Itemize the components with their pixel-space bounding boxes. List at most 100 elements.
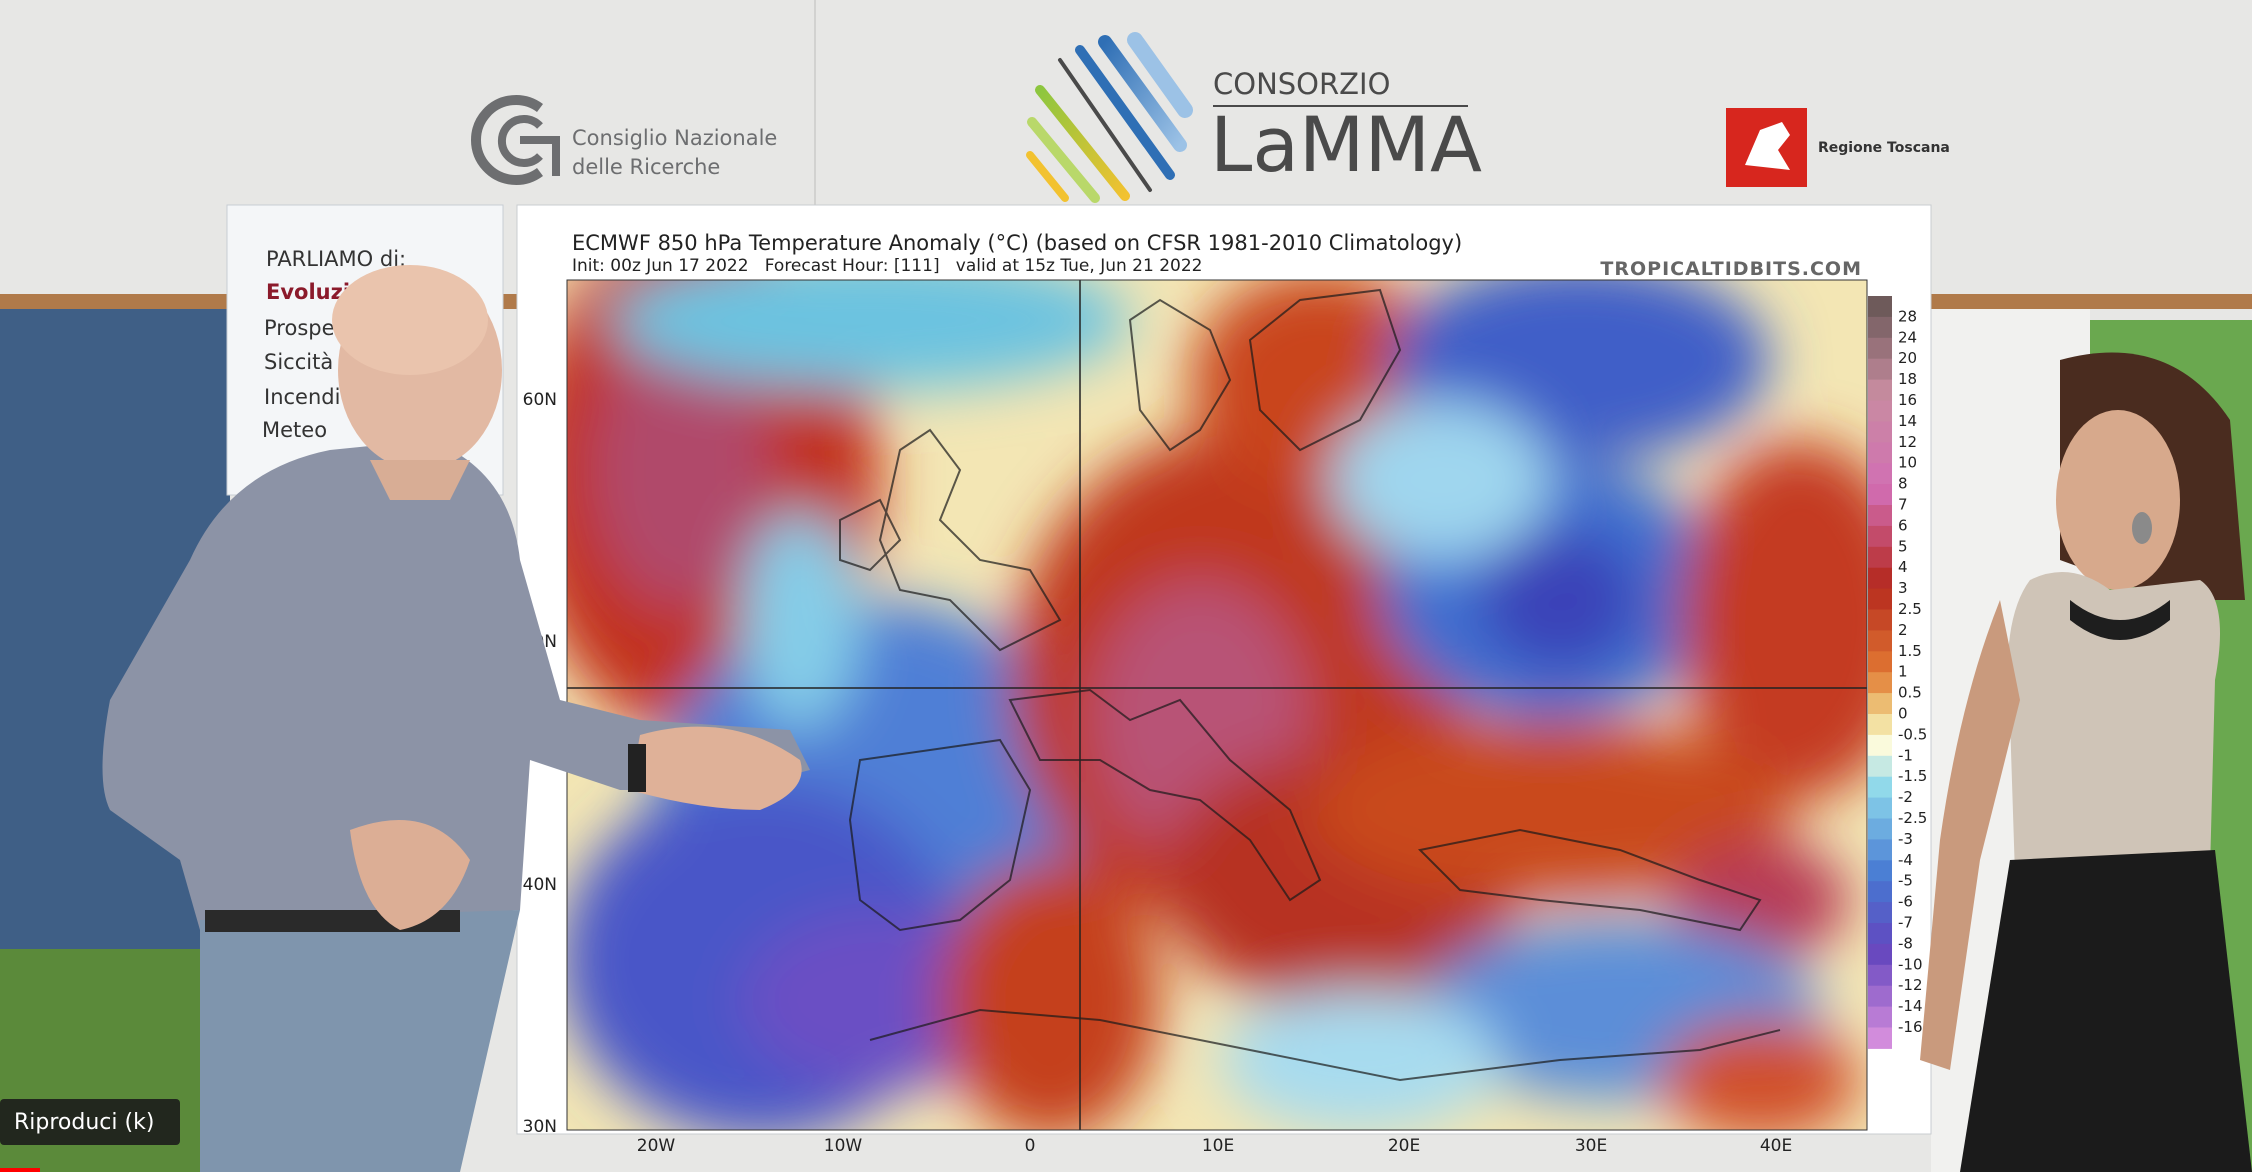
lamma-logo [1026,32,1193,203]
colorbar: 28 24 20 18 16 14 12 10 8 7 6 5 4 3 2.5 2 1.5 1 0.5 0 -0.5 -1… [1868,296,1927,1049]
colorbar-segment [1868,379,1892,401]
panel-item: Siccità [264,350,333,374]
colorbar-label: 4 [1898,558,1908,576]
lon-label: 10E [1202,1136,1234,1156]
colorbar-segment [1868,797,1892,819]
region-emblem [1745,122,1790,170]
lamma-consorzio: CONSORZIO [1213,67,1390,101]
colorbar-segment [1868,463,1892,485]
colorbar-segment [1868,358,1892,381]
colorbar-label: -3 [1898,830,1913,848]
colorbar-segment [1868,609,1892,631]
lamma-name: LaMMA [1210,100,1482,189]
progress-bar [0,1168,40,1172]
colorbar-label: 10 [1898,454,1917,472]
lon-label: 0 [1025,1136,1036,1156]
lon-label: 20W [637,1136,676,1156]
colorbar-label: -1.5 [1898,767,1927,785]
colorbar-label: 12 [1898,433,1917,451]
colorbar-label: -7 [1898,914,1913,932]
colorbar-label: 1.5 [1898,642,1922,660]
colorbar-segment [1868,400,1892,422]
colorbar-label: 5 [1898,537,1908,555]
colorbar-segment [1868,923,1892,945]
colorbar-segment [1868,693,1892,715]
colorbar-label: 18 [1898,370,1917,388]
lat-label: 30N [523,1117,557,1137]
colorbar-segment [1868,525,1892,548]
cnr-text: delle Ricerche [572,155,720,179]
colorbar-label: 2 [1898,621,1908,639]
colorbar-segment [1868,714,1892,736]
lon-label: 20E [1388,1136,1420,1156]
colorbar-label: -16 [1898,1018,1923,1036]
colorbar-label: -12 [1898,976,1923,994]
colorbar-segment [1868,881,1892,903]
coastlines [839,288,1781,1082]
colorbar-label: 0.5 [1898,684,1922,702]
colorbar-segment [1868,651,1892,673]
region-text: Regione Toscana [1818,140,1950,156]
presenter-woman [1920,352,2252,1172]
colorbar-label: 28 [1898,307,1917,325]
colorbar-label: 8 [1898,475,1908,493]
tooltip [0,1099,180,1145]
lat-label: 60N [523,390,557,410]
map-title: ECMWF 850 hPa Temperature Anomaly (°C) (… [572,231,1462,255]
colorbar-label: 14 [1898,412,1917,430]
colorbar-segment [1868,484,1892,506]
colorbar-segment [1868,964,1892,987]
colorbar-label: -14 [1898,997,1923,1015]
colorbar-segment [1868,316,1892,339]
colorbar-label: 2.5 [1898,600,1922,618]
cnr-logo [471,95,560,185]
lat-label: 40N [523,875,557,895]
colorbar-label: 24 [1898,328,1917,346]
colorbar-label: 3 [1898,579,1908,597]
colorbar-segment [1868,421,1892,443]
lon-label: 30E [1575,1136,1607,1156]
colorbar-segment [1868,755,1892,778]
colorbar-segment [1868,985,1892,1008]
colorbar-segment [1868,296,1892,318]
colorbar-segment [1868,776,1892,799]
lon-label: 10W [824,1136,863,1156]
colorbar-segment [1868,818,1892,840]
cnr-text: Consiglio Nazionale [572,126,777,150]
lon-label: 40E [1760,1136,1792,1156]
colorbar-label: -0.5 [1898,725,1927,743]
colorbar-label: 6 [1898,516,1908,534]
anomaly-map [567,280,1867,1130]
tooltip-text: Riproduci (k) [14,1110,154,1135]
colorbar-label: 16 [1898,391,1917,409]
colorbar-segment [1868,860,1892,882]
map-source: TROPICALTIDBITS.COM [1600,258,1862,280]
colorbar-segment [1868,672,1892,694]
panel-heading: PARLIAMO di: [266,247,406,271]
colorbar-segment [1868,546,1892,569]
colorbar-segment [1868,1027,1892,1049]
colorbar-label: -10 [1898,955,1923,973]
colorbar-label: -4 [1898,851,1913,869]
colorbar-segment [1868,839,1892,861]
colorbar-label: 0 [1898,705,1908,723]
colorbar-label: -1 [1898,746,1913,764]
colorbar-segment [1868,1006,1892,1028]
colorbar-segment [1868,442,1892,464]
colorbar-segment [1868,505,1892,527]
colorbar-segment [1868,567,1892,590]
colorbar-segment [1868,943,1892,966]
colorbar-label: -2 [1898,788,1913,806]
map-subtitle: Init: 00z Jun 17 2022 Forecast Hour: [11… [572,256,1202,276]
colorbar-label: -2.5 [1898,809,1927,827]
panel-item: Incendi [264,385,340,409]
colorbar-label: -8 [1898,934,1913,952]
presenter-man [102,265,810,1172]
colorbar-label: 20 [1898,349,1917,367]
colorbar-segment [1868,588,1892,610]
colorbar-label: -6 [1898,893,1913,911]
colorbar-label: 1 [1898,663,1908,681]
colorbar-segment [1868,902,1892,924]
panel-item: Meteo [262,418,327,442]
